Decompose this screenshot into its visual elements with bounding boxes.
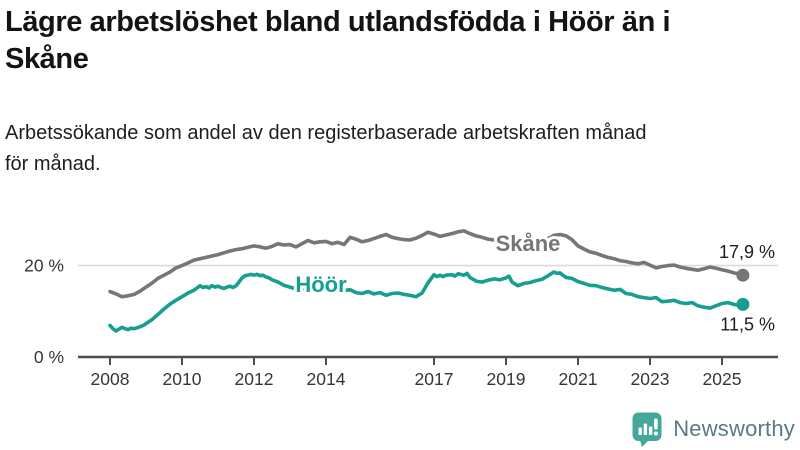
y-tick-label-0: 0 % (34, 347, 64, 367)
hoor-end-dot (736, 297, 750, 311)
title-line-1: Lägre arbetslöshet bland utlandsfödda i … (5, 6, 671, 38)
x-tick-label: 2021 (559, 369, 598, 389)
chart-subtitle: Arbetssökande som andel av den registerb… (5, 118, 785, 180)
x-tick-label: 2014 (307, 369, 346, 389)
hoor-series-label: Höör (295, 272, 347, 297)
x-tick-label: 2017 (415, 369, 454, 389)
skane-end-dot (736, 268, 750, 282)
hoor-end-value-label: 11,5 % (720, 314, 775, 334)
x-tick-label: 2019 (487, 369, 526, 389)
hoor-series-line (108, 270, 745, 333)
skane-end-value-label: 17,9 % (719, 242, 775, 262)
x-axis-ticks (109, 357, 723, 365)
skane-series-label: Skåne (496, 231, 561, 256)
x-tick-label: 2012 (235, 369, 274, 389)
x-tick-label: 2023 (631, 369, 670, 389)
x-tick-label: 2010 (163, 369, 202, 389)
x-axis-tick-labels: 2008 2010 2012 2014 2017 2019 2021 2023 2025 (91, 369, 742, 389)
x-tick-label: 2025 (703, 369, 742, 389)
title-line-2: Skåne (5, 43, 89, 75)
x-tick-label: 2008 (91, 369, 130, 389)
newsworthy-bubble-chart-icon (632, 412, 662, 447)
subtitle-line-1: Arbetssökande som andel av den registerb… (5, 122, 647, 144)
subtitle-line-2: för månad. (5, 153, 101, 175)
skane-series-line (108, 229, 745, 299)
y-tick-label-20: 20 % (24, 256, 64, 276)
newsworthy-logo-text: Newsworthy (673, 416, 795, 441)
page-title: Lägre arbetslöshet bland utlandsfödda i … (5, 4, 785, 78)
newsworthy-logo: Newsworthy (631, 411, 795, 447)
